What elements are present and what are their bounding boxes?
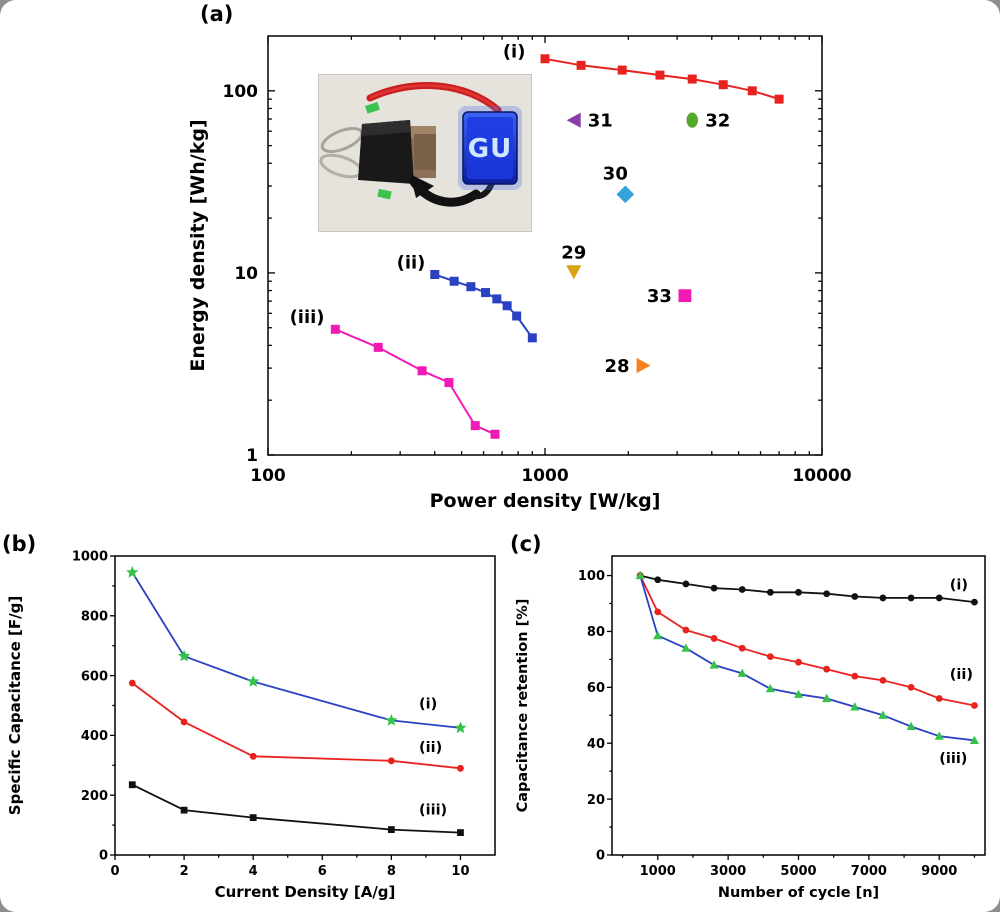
red-wire-highlight: [369, 84, 499, 111]
svg-text:3000: 3000: [710, 864, 746, 879]
ragone-plot-panel-a: 100 1000 10000 1 10 100 Power density [W/kg] En…: [187, 35, 852, 512]
svg-text:400: 400: [81, 729, 108, 744]
svg-text:2: 2: [180, 864, 189, 879]
svg-text:Number of cycle [n]: Number of cycle [n]: [718, 885, 879, 901]
led-display-text: GU: [468, 134, 512, 164]
svg-text:600: 600: [81, 669, 108, 684]
svg-text:1: 1: [246, 446, 258, 466]
svg-text:28: 28: [604, 356, 629, 377]
svg-text:60: 60: [587, 681, 605, 696]
green-connector-top: [365, 102, 380, 114]
svg-text:(iii): (iii): [419, 803, 447, 819]
svg-text:7000: 7000: [851, 864, 887, 879]
svg-text:1000: 1000: [640, 864, 676, 879]
capacitance-vs-current-panel-b: 0 2 4 6 8 10 0 200 400 600 800 1000 Current Density …: [6, 550, 496, 901]
svg-text:(iii): (iii): [290, 307, 325, 328]
svg-text:4: 4: [249, 864, 258, 879]
svg-text:(ii): (ii): [950, 667, 973, 683]
electrode-dark-area: [414, 134, 436, 170]
svg-text:33: 33: [647, 286, 672, 307]
svg-text:(iii): (iii): [939, 751, 967, 767]
svg-text:6: 6: [318, 864, 327, 879]
svg-text:40: 40: [587, 737, 605, 752]
svg-text:(ii): (ii): [419, 740, 442, 756]
panel-a-label: (a): [200, 2, 234, 26]
svg-text:8: 8: [387, 864, 396, 879]
svg-text:(i): (i): [950, 578, 968, 594]
device-photo: GU: [318, 74, 532, 232]
svg-text:10: 10: [234, 264, 258, 284]
svg-text:200: 200: [81, 789, 108, 804]
svg-text:10000: 10000: [792, 466, 851, 486]
svg-text:0: 0: [99, 849, 108, 864]
device-photo-inset: GU: [318, 74, 532, 232]
led-screen: [467, 117, 513, 179]
svg-text:10: 10: [451, 864, 469, 879]
svg-text:30: 30: [603, 163, 628, 184]
svg-text:29: 29: [561, 242, 586, 263]
svg-text:31: 31: [588, 110, 613, 131]
svg-text:100: 100: [223, 82, 259, 102]
svg-text:1000: 1000: [72, 550, 108, 565]
svg-text:(ii): (ii): [397, 252, 426, 273]
black-clamp: [410, 174, 434, 198]
panel-b-label: (b): [2, 532, 37, 556]
svg-text:Current Density [A/g]: Current Density [A/g]: [215, 883, 396, 901]
binder-clip: [358, 120, 414, 184]
svg-text:Energy density [Wh/kg]: Energy density [Wh/kg]: [187, 119, 209, 371]
green-connector-bottom: [377, 188, 392, 200]
binder-clip-edge: [361, 120, 411, 136]
svg-text:5000: 5000: [780, 864, 816, 879]
svg-text:0: 0: [596, 849, 605, 864]
photo-border: [318, 74, 532, 232]
svg-text:1000: 1000: [521, 466, 568, 486]
svg-text:9000: 9000: [921, 864, 957, 879]
svg-text:Power density [W/kg]: Power density [W/kg]: [430, 490, 661, 512]
svg-text:(i): (i): [503, 42, 526, 63]
svg-text:32: 32: [705, 110, 730, 131]
retention-vs-cycles-panel-c: 1000 3000 5000 7000 9000 0 20 40 60 80 100 Number o…: [515, 555, 986, 901]
svg-text:Specific Capacitance [F/g]: Specific Capacitance [F/g]: [6, 596, 24, 815]
svg-text:100: 100: [250, 466, 286, 486]
svg-text:80: 80: [587, 625, 605, 640]
svg-text:(i): (i): [419, 696, 437, 712]
svg-text:Capacitance retention [%]: Capacitance retention [%]: [515, 599, 531, 813]
svg-text:100: 100: [578, 569, 605, 584]
panel-c-label: (c): [510, 532, 542, 556]
svg-text:20: 20: [587, 793, 605, 808]
svg-text:800: 800: [81, 609, 108, 624]
svg-text:0: 0: [110, 864, 119, 879]
